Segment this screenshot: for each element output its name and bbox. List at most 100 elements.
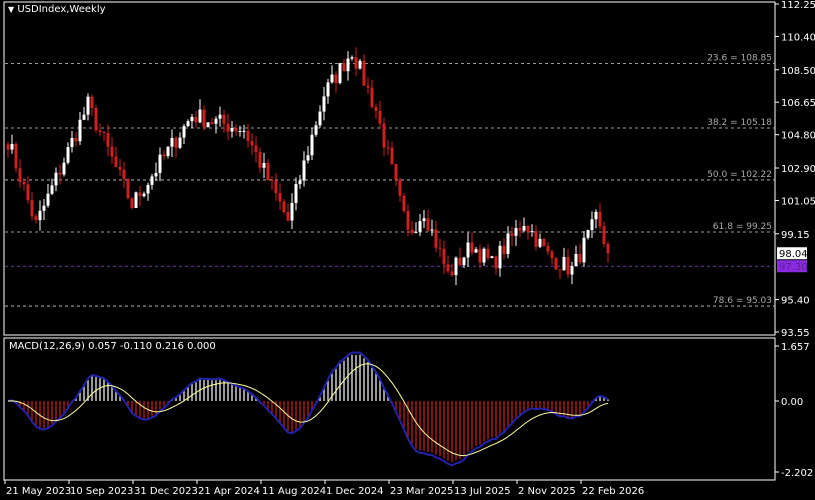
current-price-label: 98.04 [779, 249, 808, 260]
bear-candle [174, 137, 178, 148]
bull-candle [586, 230, 590, 238]
bull-candle [430, 229, 434, 231]
bull-candle [346, 58, 350, 72]
fib-label: 50.0 = 102.22 [707, 170, 772, 180]
bear-candle [118, 166, 122, 170]
bear-candle [370, 87, 374, 108]
bear-candle [58, 172, 62, 175]
bull-candle [218, 114, 222, 119]
fib-label: 78.6 = 95.03 [713, 296, 772, 306]
bull-candle [514, 228, 518, 236]
triangle-down-icon[interactable]: ▼ [8, 5, 15, 14]
bear-candle [6, 144, 10, 150]
bull-candle [294, 184, 298, 203]
bear-candle [606, 243, 610, 254]
bull-candle [330, 74, 334, 83]
symbol-label: USDIndex,Weekly [17, 4, 106, 15]
bull-candle [46, 193, 50, 206]
bear-candle [478, 249, 482, 263]
bear-candle [162, 154, 166, 157]
marked-price-box [777, 260, 807, 273]
bear-candle [438, 247, 442, 249]
bull-candle [242, 130, 246, 132]
marked-price-label: 97.30 [779, 262, 808, 273]
bear-candle [366, 85, 370, 88]
bear-candle [510, 233, 514, 236]
bull-candle [590, 219, 594, 231]
bull-candle [538, 238, 542, 247]
bear-candle [122, 169, 126, 179]
bear-candle [222, 114, 226, 124]
bull-candle [466, 242, 470, 258]
macd-panel-frame [3, 337, 776, 481]
bull-candle [530, 231, 534, 233]
bull-candle [238, 130, 242, 132]
bear-candle [410, 229, 414, 233]
bear-candle [26, 184, 30, 201]
bull-candle [10, 143, 14, 150]
x-tick-label: 21 Apr 2024 [198, 486, 260, 497]
bear-candle [518, 228, 522, 231]
bull-candle [82, 114, 86, 120]
bear-candle [546, 245, 550, 252]
bear-candle [274, 180, 278, 194]
bull-candle [314, 125, 318, 135]
fib-label: 61.8 = 99.25 [713, 222, 772, 232]
y-tick-label: 101.05 [781, 196, 815, 207]
bear-candle [542, 238, 546, 246]
y-tick-label: 108.50 [781, 66, 815, 77]
bear-candle [34, 216, 38, 221]
bull-candle [214, 118, 218, 124]
y-tick-label: 93.55 [781, 328, 810, 339]
bear-candle [18, 168, 22, 182]
bull-candle [318, 111, 322, 126]
y-tick-label: 99.15 [781, 230, 810, 241]
x-tick-label: 21 May 2023 [6, 486, 71, 497]
bull-candle [150, 176, 154, 185]
x-tick-label: 22 Feb 2026 [582, 486, 644, 497]
bear-candle [502, 245, 506, 255]
x-tick-label: 11 Aug 2024 [262, 486, 326, 497]
y-tick-label: 102.90 [781, 164, 815, 175]
y-tick-label: 104.80 [781, 131, 815, 142]
y-tick-label: 95.40 [781, 296, 810, 307]
bull-candle [298, 180, 302, 185]
bull-candle [70, 138, 74, 148]
bear-candle [102, 131, 106, 134]
chart-title: ▼ USDIndex,Weekly [8, 4, 106, 15]
bear-candle [14, 143, 18, 169]
bull-candle [62, 162, 66, 175]
bull-candle [54, 172, 58, 186]
bear-candle [598, 211, 602, 227]
bull-candle [338, 63, 342, 84]
bull-candle [358, 60, 362, 69]
bear-candle [334, 74, 338, 84]
bull-candle [86, 96, 90, 115]
bear-candle [114, 156, 118, 167]
bull-candle [310, 134, 314, 156]
bull-candle [422, 218, 426, 222]
bear-candle [270, 179, 274, 181]
fib-label: 23.6 = 108.85 [707, 54, 772, 64]
bull-candle [66, 147, 70, 163]
bear-candle [202, 109, 206, 128]
x-tick-label: 10 Sep 2023 [70, 486, 133, 497]
bear-candle [374, 107, 378, 111]
bull-candle [142, 193, 146, 197]
bull-candle [302, 160, 306, 181]
bear-candle [566, 256, 570, 275]
bull-candle [462, 257, 466, 266]
bull-candle [178, 137, 182, 148]
bull-candle [454, 257, 458, 276]
bull-candle [146, 184, 150, 194]
bear-candle [550, 251, 554, 259]
bull-candle [414, 231, 418, 233]
bear-candle [446, 264, 450, 272]
bull-candle [490, 256, 494, 258]
bear-candle [282, 201, 286, 213]
bull-candle [170, 137, 174, 147]
bull-candle [306, 155, 310, 161]
bull-candle [78, 119, 82, 142]
